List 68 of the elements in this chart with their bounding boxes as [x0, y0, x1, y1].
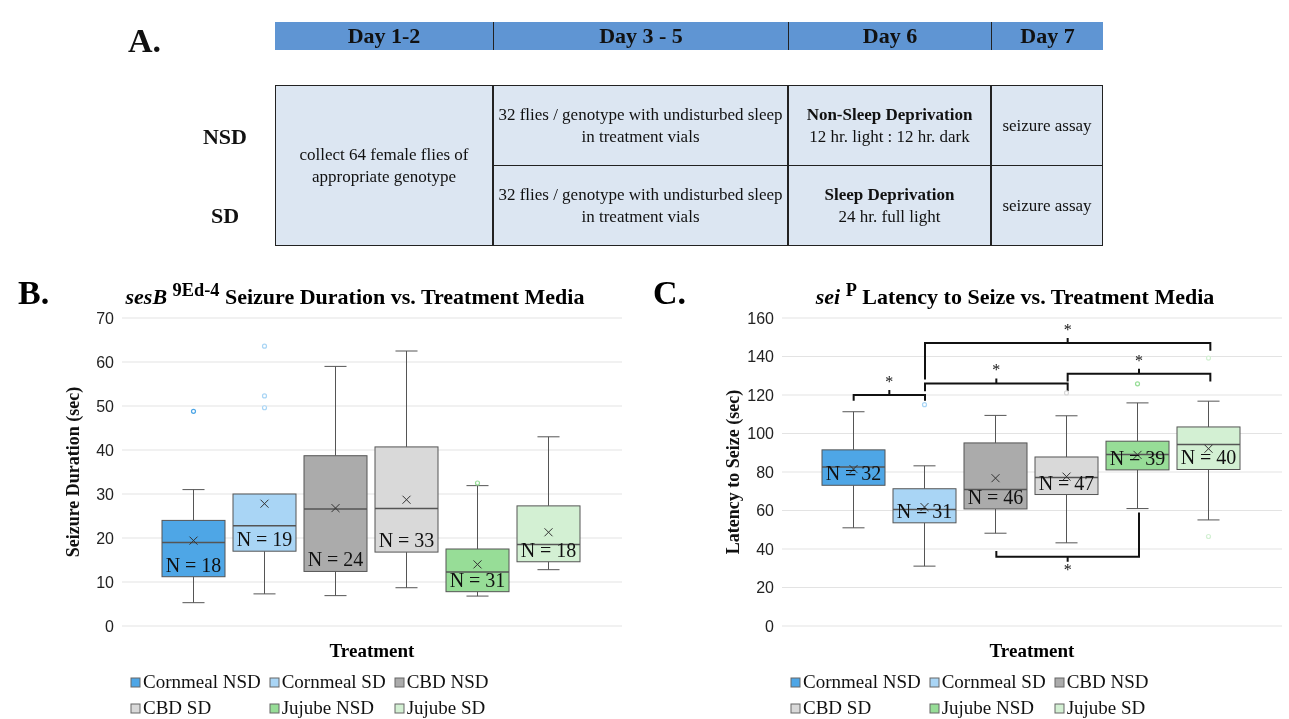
legend-label: Jujube NSD [941, 697, 1035, 719]
annotation: * [885, 373, 894, 390]
y-tick-label: 30 [96, 485, 115, 503]
y-tick-label: 10 [96, 573, 115, 591]
text: Day 1-2 [275, 22, 493, 50]
legend-label: Cornmeal NSD [803, 671, 921, 693]
text: B. [18, 274, 50, 312]
annotation: N = 33 [378, 529, 435, 552]
y-tick-label: 140 [747, 348, 775, 366]
text: seizure assay [1002, 114, 1092, 137]
text: Day 7 [991, 22, 1103, 50]
legend-label: CBD SD [143, 697, 212, 719]
x-axis-title: Treatment [328, 640, 416, 662]
text: Non-Sleep Deprivation [806, 103, 973, 126]
y-tick-label: 20 [756, 579, 775, 597]
annotation: N = 46 [967, 485, 1024, 508]
text: Day 6 [788, 22, 991, 50]
text: SD [209, 203, 241, 229]
annotation: N = 24 [307, 548, 364, 571]
annotation: * [1135, 351, 1143, 369]
legend-label: CBD SD [803, 697, 872, 719]
annotation: * [1063, 560, 1072, 578]
legend-label: Jujube NSD [281, 697, 375, 719]
y-tick-label: 0 [105, 617, 115, 635]
y-tick-label: 60 [756, 502, 775, 520]
annotation: * [1063, 321, 1072, 339]
annotation: N = 32 [825, 462, 882, 485]
annotation: N = 31 [449, 568, 506, 591]
legend-label: Cornmeal SD [281, 671, 386, 693]
annotation: N = 18 [520, 538, 577, 561]
annotation: N = 19 [236, 528, 293, 551]
y-tick-label: 100 [747, 425, 775, 443]
y-tick-label: 70 [96, 309, 115, 327]
y-axis-title: Seizure Duration (sec) [63, 386, 85, 558]
chart-title: sei $^{P}$ Latency to Seize vs. Treatment Media [815, 280, 1215, 310]
text: NSD [202, 124, 248, 150]
text: A. [128, 22, 162, 60]
y-axis-title: Latency to Seize (sec) [723, 389, 745, 555]
legend-label: Cornmeal NSD [143, 671, 261, 693]
y-tick-label: 20 [96, 529, 115, 547]
annotation: N = 40 [1180, 446, 1237, 469]
y-tick-label: 40 [756, 540, 775, 558]
x-axis-title: Treatment [988, 640, 1076, 662]
legend-label: Cornmeal SD [941, 671, 1046, 693]
text: 12 hr. light : 12 hr. dark [809, 125, 970, 148]
legend-label: Jujube SD [406, 697, 486, 719]
y-tick-label: 160 [747, 309, 775, 327]
y-tick-label: 0 [765, 617, 775, 635]
text: 32 flies / genotype with undisturbed sleep in treatment vials [497, 183, 784, 228]
annotation: * [992, 361, 1001, 379]
y-tick-label: 120 [747, 386, 775, 404]
chart-title: sesB $^{9Ed-4}$ Seizure Duration vs. Treatment Media [125, 280, 585, 310]
text: seizure assay [1002, 194, 1092, 217]
text: collect 64 female flies of appropriate genotype [298, 143, 470, 188]
text: Day 3 - 5 [493, 22, 788, 50]
annotation: N = 18 [165, 553, 222, 576]
legend-label: Jujube SD [1066, 697, 1146, 719]
text: 32 flies / genotype with undisturbed sleep in treatment vials [497, 103, 784, 148]
legend-label: CBD NSD [406, 671, 489, 693]
text: Sleep Deprivation [824, 183, 955, 206]
text: 24 hr. full light [838, 205, 941, 228]
y-tick-label: 50 [96, 397, 115, 415]
y-tick-label: 80 [756, 463, 775, 481]
legend-label: CBD NSD [1066, 671, 1149, 693]
y-tick-label: 60 [96, 353, 115, 371]
text: C. [653, 274, 687, 312]
y-tick-label: 40 [96, 441, 115, 459]
annotation: N = 47 [1038, 471, 1095, 494]
